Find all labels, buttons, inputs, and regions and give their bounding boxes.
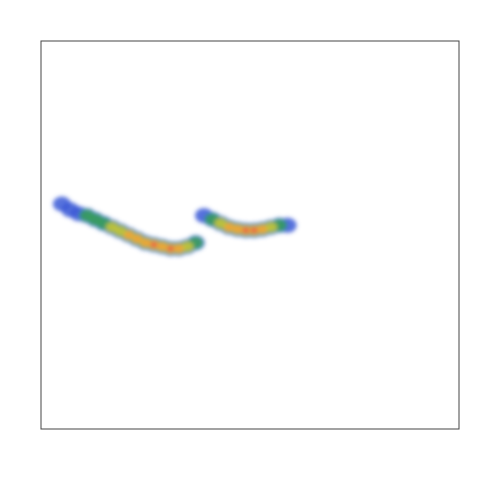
heat-cell-c0-p13-l5 [167,246,174,251]
heat-cell-c1-p3-l4 [224,223,234,231]
heat-cell-c0-p11-l5 [151,242,158,247]
heat-cell-c1-p4-l4 [233,225,243,233]
heat-cell-c0-p9-l4 [132,235,142,243]
heat-cell-c0-p8-l4 [124,231,134,239]
heat-cell-c0-p10-l4 [141,239,151,247]
heat-cell-c0-p14-l4 [174,245,184,253]
heat-cell-c1-p6-l5 [251,228,258,233]
heat-cell-c1-p7-l4 [258,225,268,233]
heat-cell-c1-p5-l5 [242,228,249,233]
heat-cell-c0-p12-l4 [157,243,167,251]
